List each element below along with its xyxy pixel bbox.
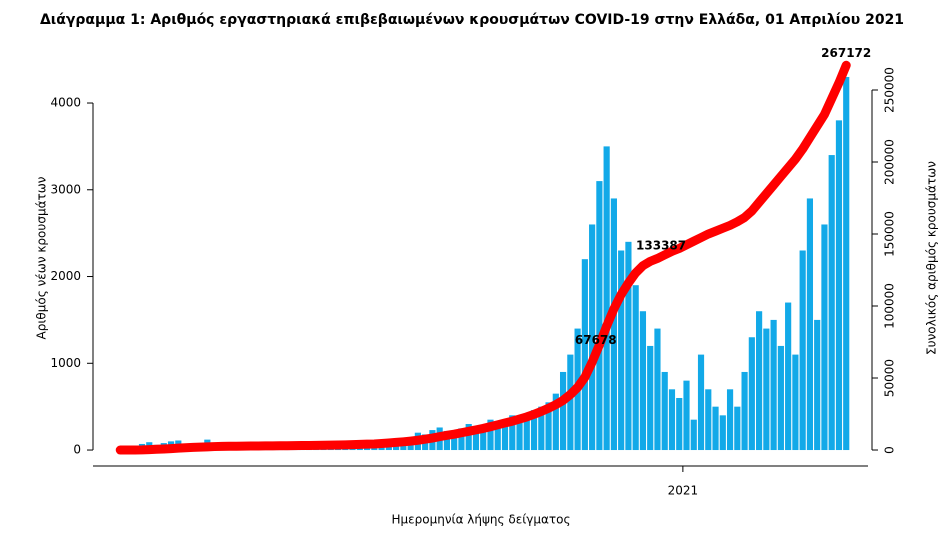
bar: [676, 398, 682, 450]
annotation: 133387: [636, 238, 686, 252]
bar: [785, 303, 791, 450]
x-tick-label: 2021: [668, 484, 699, 498]
bar: [669, 389, 675, 450]
bar: [814, 320, 820, 450]
bar: [582, 259, 588, 450]
bar: [727, 389, 733, 450]
bar: [778, 346, 784, 450]
bar: [560, 372, 566, 450]
annotation: 67678: [575, 333, 617, 347]
bar: [698, 355, 704, 450]
bar: [734, 407, 740, 450]
y2-tick-label: 150000: [883, 211, 897, 257]
bar: [763, 329, 769, 450]
bar: [654, 329, 660, 450]
bar: [502, 426, 508, 450]
y2-tick-label: 0: [883, 446, 897, 454]
bar: [800, 251, 806, 451]
bar: [829, 155, 835, 450]
bar: [843, 77, 849, 450]
bar: [836, 120, 842, 450]
y-tick-label: 1000: [50, 356, 81, 370]
bar: [792, 355, 798, 450]
bar: [480, 431, 486, 450]
y2-tick-label: 250000: [883, 67, 897, 113]
bar: [596, 181, 602, 450]
bar: [741, 372, 747, 450]
bar: [567, 355, 573, 450]
y-axis-label: Αριθμός νέων κρουσμάτων: [35, 176, 49, 339]
y-tick-label: 4000: [50, 96, 81, 110]
bar: [662, 372, 668, 450]
bar: [771, 320, 777, 450]
bar: [807, 198, 813, 450]
bar: [683, 381, 689, 450]
y-tick-label: 0: [73, 443, 81, 457]
bar: [604, 146, 610, 450]
cumulative-line: [120, 65, 846, 450]
y2-tick-label: 50000: [883, 359, 897, 397]
bar: [749, 337, 755, 450]
bar: [756, 311, 762, 450]
bar: [821, 224, 827, 450]
bar: [647, 346, 653, 450]
y2-tick-label: 100000: [883, 283, 897, 329]
chart-title: Διάγραμμα 1: Αριθμός εργαστηριακά επιβεβ…: [40, 12, 904, 28]
bar: [640, 311, 646, 450]
y2-tick-label: 200000: [883, 139, 897, 185]
annotation: 267172: [821, 46, 871, 60]
y2-axis-label: Συνολικός αριθμός κρουσμάτων: [925, 161, 939, 355]
y-tick-label: 3000: [50, 182, 81, 196]
bar: [720, 415, 726, 450]
bar: [691, 420, 697, 450]
x-axis-label: Ημερομηνία λήψης δείγματος: [391, 513, 570, 527]
bar: [618, 251, 624, 451]
bar: [705, 389, 711, 450]
bar: [712, 407, 718, 450]
bar: [633, 285, 639, 450]
y-tick-label: 2000: [50, 269, 81, 283]
